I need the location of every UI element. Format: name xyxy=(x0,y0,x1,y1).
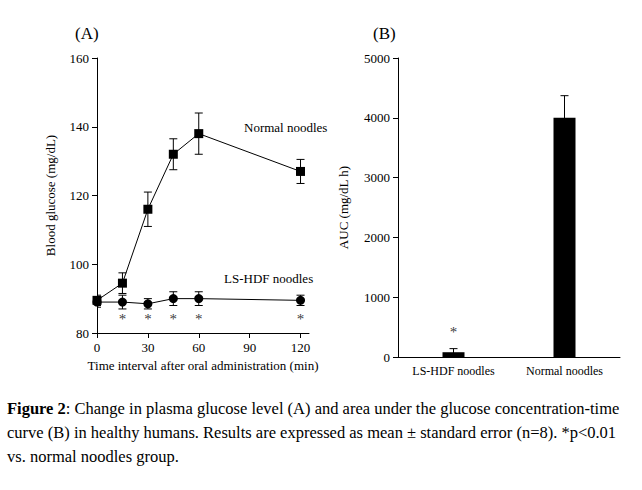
svg-text:120: 120 xyxy=(70,188,90,203)
svg-text:Time interval after oral admin: Time interval after oral administration … xyxy=(88,358,319,373)
svg-text:Normal noodles: Normal noodles xyxy=(244,120,327,135)
svg-text:140: 140 xyxy=(70,119,90,134)
svg-text:*: * xyxy=(195,311,203,327)
svg-text:120: 120 xyxy=(291,340,311,355)
svg-text:30: 30 xyxy=(141,340,154,355)
svg-text:160: 160 xyxy=(70,51,90,66)
svg-text:AUC (mg/dL h): AUC (mg/dL h) xyxy=(336,166,351,249)
svg-text:0: 0 xyxy=(94,340,101,355)
svg-text:*: * xyxy=(119,311,127,327)
svg-text:LS-HDF noodles: LS-HDF noodles xyxy=(412,364,495,378)
svg-text:LS-HDF noodles: LS-HDF noodles xyxy=(224,271,313,286)
svg-text:4000: 4000 xyxy=(364,110,390,125)
html-text:Figure 2: Change in plasma glu: Figure 2: Change in plasma glucose level… xyxy=(7,399,620,466)
svg-text:Normal noodles: Normal noodles xyxy=(526,364,603,378)
svg-text:*: * xyxy=(297,311,305,327)
svg-text:2000: 2000 xyxy=(364,230,390,245)
svg-text:60: 60 xyxy=(192,340,205,355)
svg-text:*: * xyxy=(144,311,152,327)
svg-text:0: 0 xyxy=(384,350,391,365)
svg-text:100: 100 xyxy=(70,257,90,272)
svg-text:(A): (A) xyxy=(75,24,99,43)
svg-text:90: 90 xyxy=(243,340,256,355)
svg-text:1000: 1000 xyxy=(364,290,390,305)
svg-text:5000: 5000 xyxy=(364,51,390,66)
svg-text:*: * xyxy=(170,311,178,327)
svg-text:(B): (B) xyxy=(373,24,396,43)
svg-text:3000: 3000 xyxy=(364,170,390,185)
svg-text:Blood glucose (mg/dL): Blood glucose (mg/dL) xyxy=(43,135,58,256)
svg-text:*: * xyxy=(450,324,458,340)
svg-text:80: 80 xyxy=(76,326,89,341)
